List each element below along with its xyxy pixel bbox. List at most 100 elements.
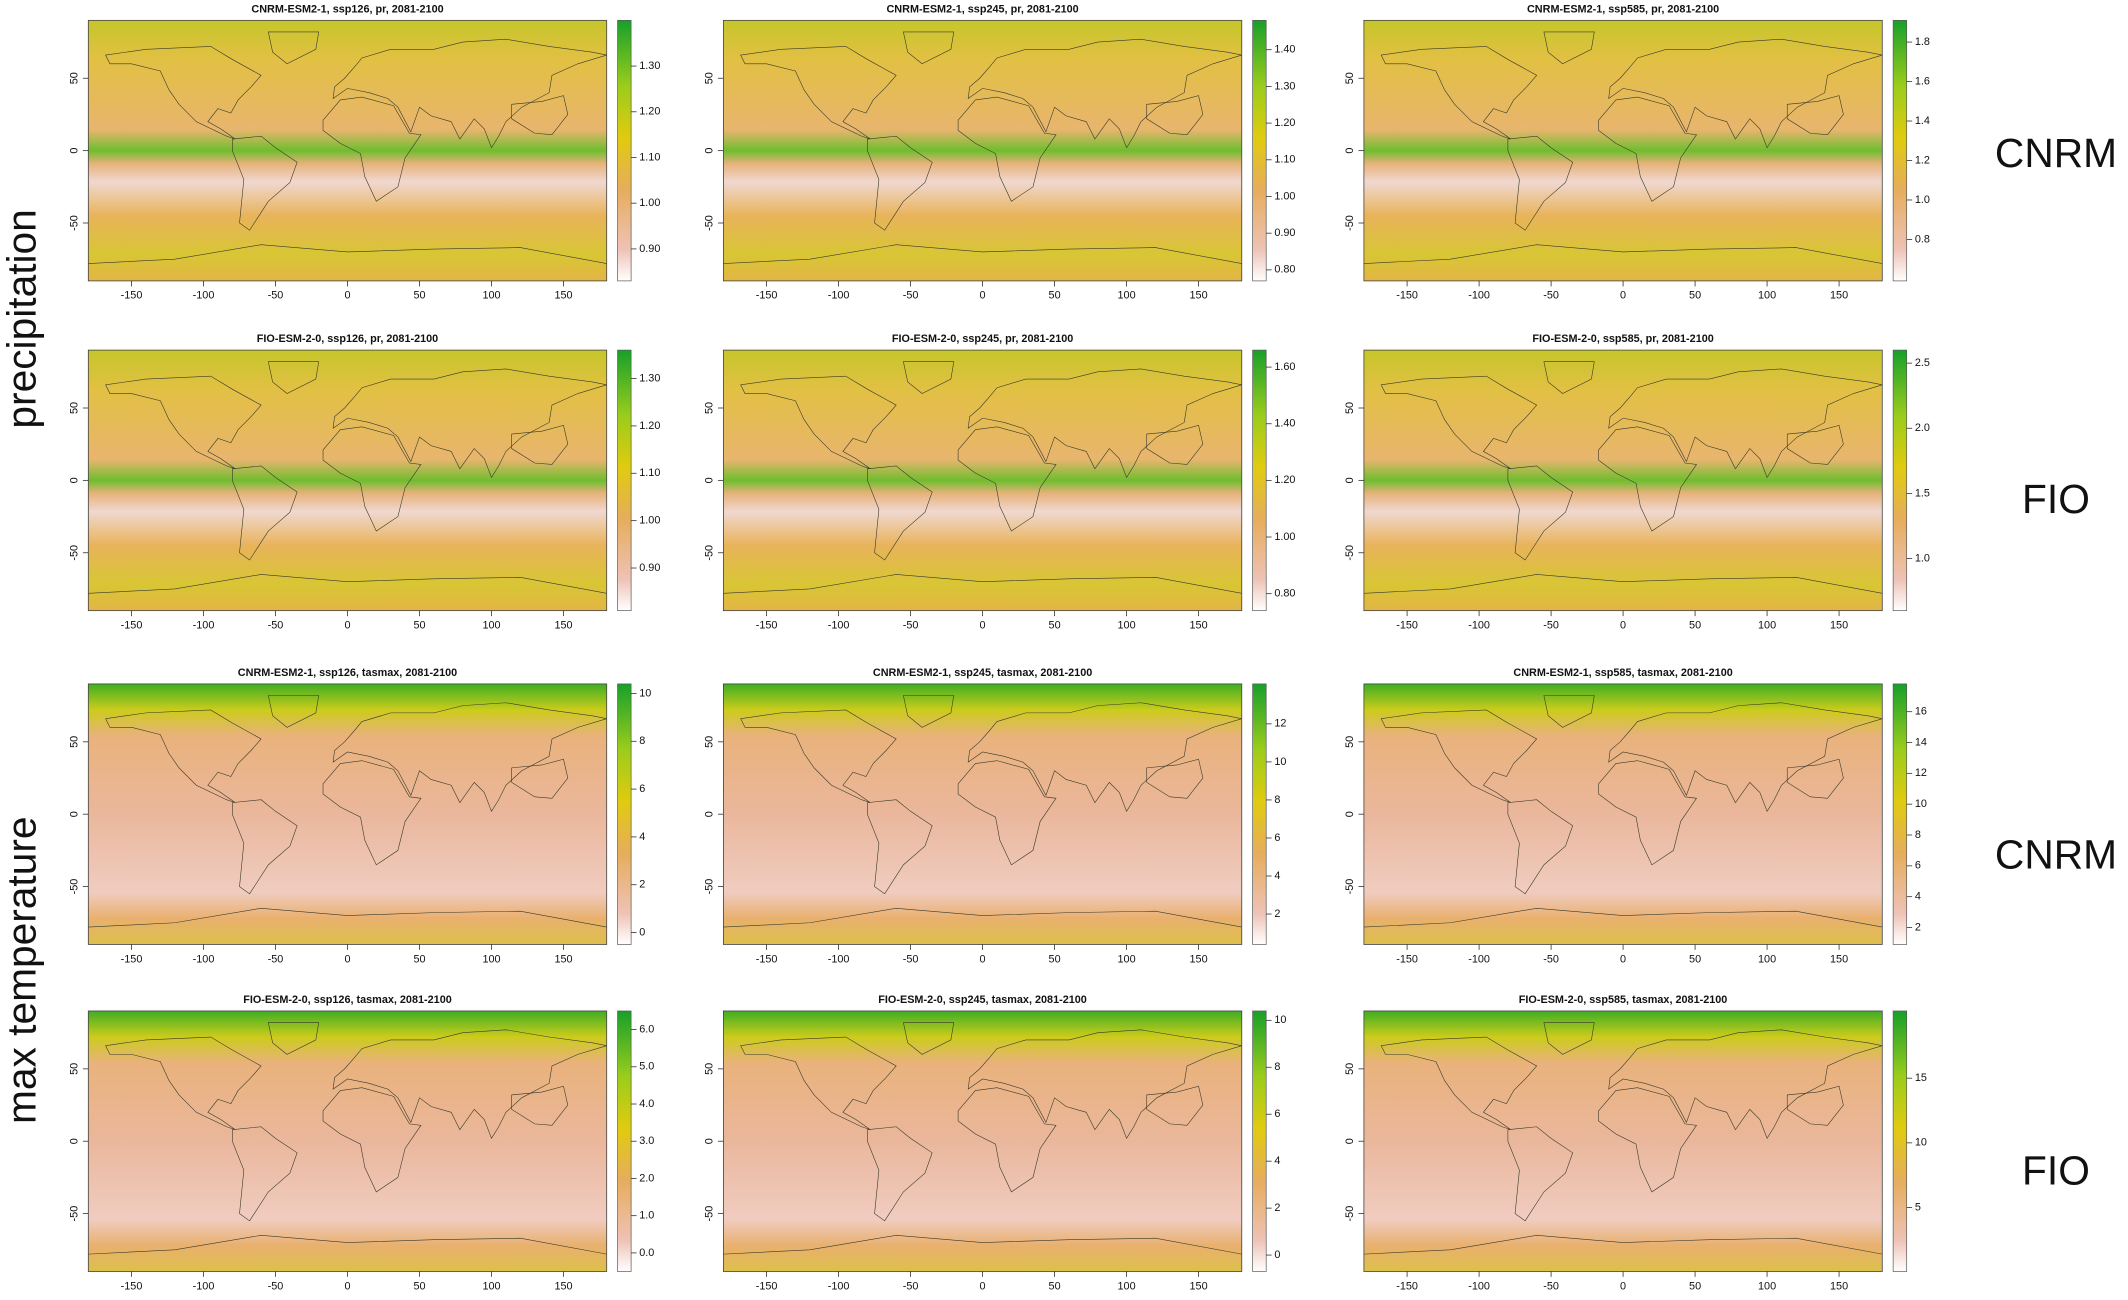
- colorbar-tick-label: 12: [1274, 718, 1286, 730]
- map-field: [723, 350, 1242, 611]
- colorbar-tick-label: 1.40: [1274, 418, 1295, 430]
- y-tick-label: 0: [1344, 811, 1356, 817]
- colorbar-tick-label: 1.30: [639, 60, 660, 72]
- x-tick-label: 0: [1620, 1280, 1626, 1292]
- x-tick-label: -150: [1396, 1280, 1418, 1292]
- colorbar: [1892, 1010, 1908, 1272]
- colorbar-tick-label: 15: [1915, 1072, 1927, 1084]
- y-tick-label: 50: [1344, 72, 1356, 84]
- y-tick-label: 0: [704, 811, 716, 817]
- colorbar: [617, 20, 632, 282]
- y-tick-label: 0: [704, 148, 716, 154]
- x-tick-label: -50: [903, 619, 919, 631]
- y-tick-label: -50: [1344, 1206, 1356, 1222]
- colorbar-tick-label: 2.0: [639, 1172, 654, 1184]
- x-tick-label: 150: [1190, 290, 1208, 302]
- x-tick-label: -100: [1468, 1280, 1490, 1292]
- panel-title: FIO-ESM-2-0, ssp126, pr, 2081-2100: [257, 333, 438, 345]
- colorbar-tick-label: 10: [1274, 1014, 1286, 1026]
- map-field: [1363, 350, 1883, 611]
- y-tick-label: -50: [704, 879, 716, 895]
- colorbar-tick-label: 3.0: [639, 1135, 654, 1147]
- colorbar-tick-label: 5.0: [639, 1061, 654, 1073]
- y-tick-label: 50: [704, 72, 716, 84]
- x-tick-label: 150: [554, 619, 572, 631]
- map-panel: FIO-ESM-2-0, ssp585, pr, 2081-2100 -150 -1…: [1344, 333, 1930, 631]
- colorbar-tick-label: 0.80: [1274, 588, 1295, 600]
- x-tick-label: 0: [1620, 619, 1626, 631]
- panel-title: CNRM-ESM2-1, ssp245, tasmax, 2081-2100: [873, 667, 1092, 679]
- x-tick-label: 50: [1689, 1280, 1701, 1292]
- colorbar-tick-label: 8: [1274, 794, 1280, 806]
- colorbar: [1252, 20, 1267, 282]
- map-panel: CNRM-ESM2-1, ssp245, pr, 2081-2100 -150 -1…: [704, 3, 1296, 301]
- x-tick-label: -50: [903, 953, 919, 965]
- x-tick-label: -50: [903, 290, 919, 302]
- x-tick-label: 150: [1190, 953, 1208, 965]
- y-tick-label: 0: [69, 811, 81, 817]
- y-tick-label: -50: [704, 1206, 716, 1222]
- y-tick-label: 50: [69, 402, 81, 414]
- x-tick-label: 50: [1689, 953, 1701, 965]
- x-tick-label: 100: [1758, 953, 1776, 965]
- colorbar-tick-label: 2: [1915, 921, 1921, 933]
- x-tick-label: 0: [344, 290, 350, 302]
- map-field: [723, 1010, 1242, 1272]
- colorbar-tick-label: 4.0: [639, 1098, 654, 1110]
- x-tick-label: 0: [980, 290, 986, 302]
- colorbar-tick-label: 1.10: [639, 151, 660, 163]
- colorbar-tick-label: 1.20: [639, 106, 660, 118]
- panel-title: FIO-ESM-2-0, ssp585, tasmax, 2081-2100: [1519, 994, 1728, 1006]
- model-label: FIO: [2022, 1148, 2090, 1194]
- y-tick-label: 0: [69, 477, 81, 483]
- x-tick-label: 150: [554, 290, 572, 302]
- colorbar-tick-label: 1.30: [1274, 80, 1295, 92]
- colorbar: [617, 683, 632, 945]
- x-tick-label: 100: [1118, 953, 1136, 965]
- y-tick-label: -50: [69, 879, 81, 895]
- colorbar-tick-label: 8: [1274, 1061, 1280, 1073]
- map-panel: FIO-ESM-2-0, ssp126, pr, 2081-2100 -150 -1…: [69, 333, 661, 631]
- x-tick-label: -150: [756, 290, 778, 302]
- colorbar-tick-label: 1.4: [1915, 115, 1930, 127]
- x-tick-label: -100: [828, 1280, 850, 1292]
- x-tick-label: -50: [1543, 953, 1559, 965]
- y-tick-label: 50: [1344, 736, 1356, 748]
- x-tick-label: 50: [1049, 1280, 1061, 1292]
- colorbar-tick-label: 1.20: [639, 420, 660, 432]
- x-tick-label: -100: [828, 290, 850, 302]
- x-tick-label: -100: [1468, 953, 1490, 965]
- x-tick-label: 0: [344, 1280, 350, 1292]
- y-tick-label: 0: [1344, 1138, 1356, 1144]
- y-tick-label: 0: [704, 477, 716, 483]
- x-tick-label: 100: [482, 290, 500, 302]
- colorbar-tick-label: 4: [1274, 870, 1280, 882]
- x-tick-label: -100: [193, 1280, 215, 1292]
- row-label: precipitation: [0, 209, 44, 428]
- colorbar-tick-label: 1.30: [639, 372, 660, 384]
- x-tick-label: -50: [268, 953, 284, 965]
- colorbar-tick-label: 2: [1274, 1202, 1280, 1214]
- colorbar-tick-label: 5: [1915, 1201, 1921, 1213]
- y-tick-label: 50: [69, 72, 81, 84]
- x-tick-label: -150: [121, 619, 143, 631]
- x-tick-label: 150: [1830, 1280, 1848, 1292]
- panel-title: FIO-ESM-2-0, ssp585, pr, 2081-2100: [1532, 333, 1713, 345]
- colorbar-tick-label: 14: [1915, 736, 1927, 748]
- map-panel: CNRM-ESM2-1, ssp585, pr, 2081-2100 -150 -1…: [1344, 3, 1930, 301]
- colorbar-tick-label: 0: [639, 926, 645, 938]
- model-label: FIO: [2022, 476, 2090, 522]
- y-tick-label: -50: [69, 1206, 81, 1222]
- x-tick-label: 50: [413, 290, 425, 302]
- x-tick-label: -150: [1396, 290, 1418, 302]
- x-tick-label: 100: [1758, 1280, 1776, 1292]
- x-tick-label: 100: [482, 953, 500, 965]
- x-tick-label: 50: [1049, 619, 1061, 631]
- y-tick-label: 0: [69, 148, 81, 154]
- map-panel: FIO-ESM-2-0, ssp126, tasmax, 2081-2100 -1…: [69, 994, 655, 1292]
- y-tick-label: 50: [704, 736, 716, 748]
- colorbar-tick-label: 0.90: [639, 243, 660, 255]
- map-panel: FIO-ESM-2-0, ssp245, pr, 2081-2100 -150 -1…: [704, 333, 1296, 631]
- colorbar-tick-label: 8: [639, 735, 645, 747]
